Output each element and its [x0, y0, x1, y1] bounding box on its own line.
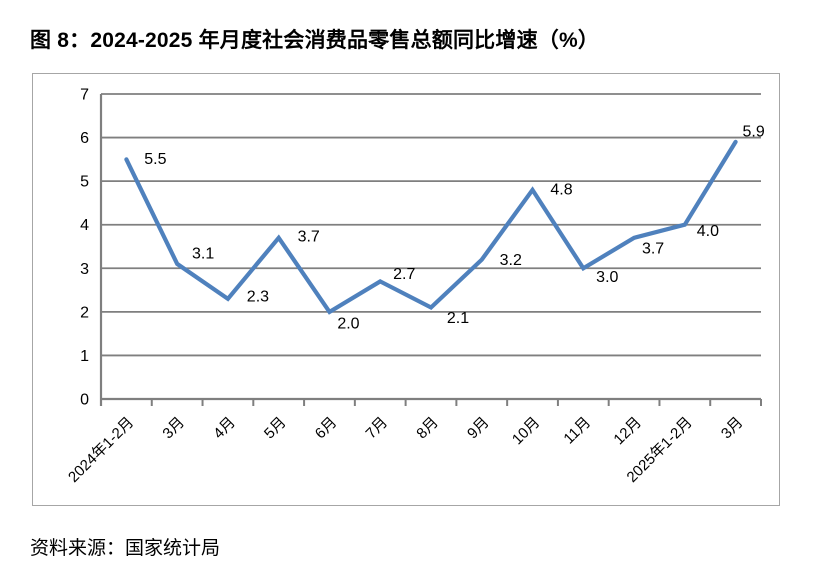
data-label: 4.0: [697, 223, 719, 240]
y-tick-label: 3: [80, 261, 89, 278]
data-label: 3.7: [298, 228, 320, 245]
y-tick-label: 0: [80, 392, 89, 409]
y-tick-label: 6: [80, 130, 89, 147]
data-label: 5.9: [742, 123, 764, 140]
y-tick-label: 2: [80, 304, 89, 321]
x-tick-label: 4月: [210, 414, 239, 443]
data-label: 5.5: [144, 151, 166, 168]
data-label: 2.7: [393, 266, 415, 283]
line-chart: 0 1 2 3 4 5 6 7 2024年1-2月 3月 4月 5月 6月 7月 8月 9月 10月 11月 12月…: [65, 87, 765, 486]
x-tick-label: 5月: [261, 414, 290, 443]
x-tick-label: 7月: [363, 414, 392, 443]
y-tick-label: 5: [80, 174, 89, 191]
x-tick-label: 9月: [464, 414, 493, 443]
data-label: 3.2: [500, 252, 522, 269]
y-tick-label: 7: [80, 87, 89, 104]
y-tick-labels: 0 1 2 3 4 5 6 7: [80, 87, 89, 409]
source-note: 资料来源：国家统计局: [30, 538, 221, 559]
data-label: 3.1: [192, 245, 214, 262]
x-tick-label: 12月: [610, 414, 644, 448]
data-label: 2.3: [247, 288, 269, 305]
x-tick-label: 3月: [159, 414, 188, 443]
x-tick-label: 8月: [413, 414, 442, 443]
x-ticks: [150, 399, 762, 406]
x-tick-label: 10月: [509, 414, 543, 448]
series-line: [124, 139, 738, 315]
gridlines: [101, 93, 761, 357]
x-tick-label: 6月: [312, 414, 341, 443]
x-tick-label: 2024年1-2月: [65, 414, 137, 486]
data-label: 2.0: [337, 315, 359, 332]
figure-title: 图 8：2024-2025 年月度社会消费品零售总额同比增速（%）: [30, 29, 600, 52]
chart-container: 0 1 2 3 4 5 6 7 2024年1-2月 3月 4月 5月 6月 7月 8月 9月 10月 11月 12月…: [32, 73, 780, 506]
y-tick-label: 1: [80, 348, 89, 365]
x-tick-labels: 2024年1-2月 3月 4月 5月 6月 7月 8月 9月 10月 11月 12月2025年1-2…: [65, 414, 746, 486]
y-tick-label: 4: [80, 217, 89, 234]
data-label: 2.1: [447, 310, 469, 327]
data-label: 3.7: [642, 240, 664, 257]
data-label: 4.8: [550, 181, 572, 198]
data-labels: 5.5 3.1 2.3 3.7 2.0 2.7 2.1 3.2 4.8 3.0 3.7 4.0 5.9: [144, 123, 765, 332]
data-label: 3.0: [596, 269, 618, 286]
x-tick-label: 11月: [560, 414, 594, 448]
x-tick-label: 3月: [718, 414, 747, 443]
